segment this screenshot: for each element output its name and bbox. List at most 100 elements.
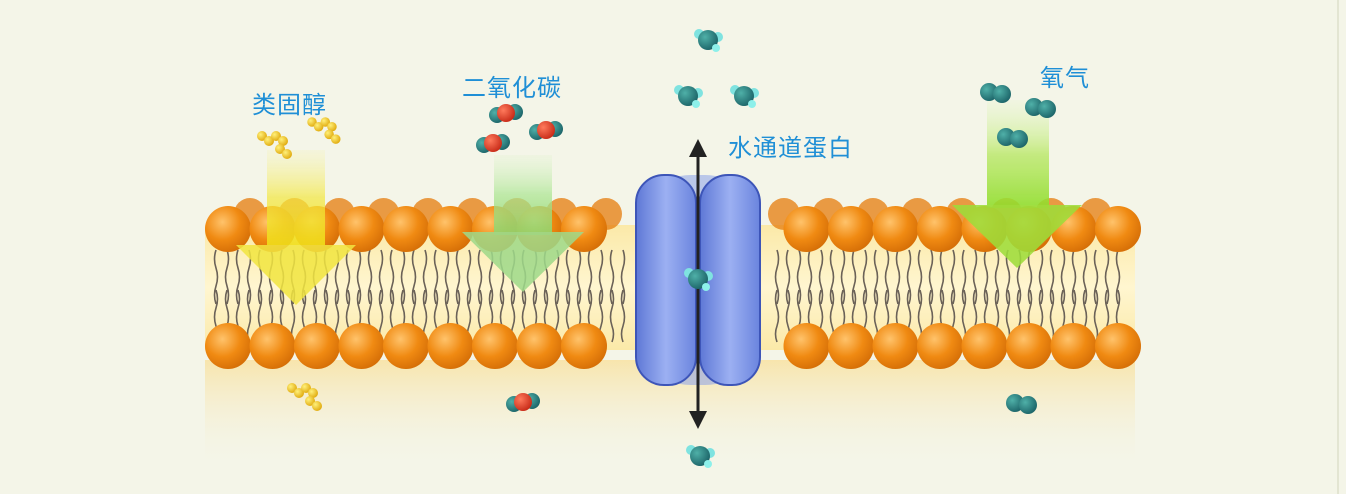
lipid-tail <box>345 249 351 305</box>
lipid-tail <box>400 249 406 305</box>
lipid-head <box>427 323 474 369</box>
lipid-tail <box>818 249 824 305</box>
lipid-tail <box>1115 249 1121 305</box>
oxygen-label: 氧气 <box>1040 64 1090 92</box>
lipid-tail <box>1060 249 1066 305</box>
lipid-head <box>561 323 607 369</box>
lipid-head <box>828 323 874 369</box>
lipid-tail <box>851 249 857 305</box>
lipid-tail <box>378 249 384 305</box>
lipid-tail <box>213 249 219 305</box>
lipid-head <box>472 323 518 369</box>
lipid-tail <box>455 249 461 305</box>
lipid-tail <box>774 249 780 305</box>
lipid-head <box>1095 206 1141 252</box>
co2-molecule-icon <box>506 393 540 412</box>
lipid-tail <box>774 289 780 343</box>
lipid-tail <box>1093 289 1099 343</box>
lipid-tail <box>1082 249 1088 305</box>
oxygen-molecule-icon <box>1006 394 1037 414</box>
lipid-head <box>917 323 963 369</box>
lipid-tail <box>620 249 626 305</box>
lipid-head <box>249 323 296 369</box>
lipid-head <box>383 323 429 369</box>
steroid-molecule-icon <box>257 131 292 159</box>
lipid-tail <box>1005 249 1011 305</box>
lipid-head <box>828 206 874 252</box>
oxygen-diffusion-arrow <box>952 100 1082 268</box>
lipid-tail <box>829 249 835 305</box>
lipid-tail <box>906 249 912 305</box>
lipid-tail <box>587 249 593 305</box>
steroid-label: 类固醇 <box>252 91 327 119</box>
lipid-tail <box>961 249 967 305</box>
lipid-tail <box>576 249 582 305</box>
lipid-head <box>427 206 474 252</box>
lipid-head <box>294 323 340 369</box>
co2-molecule-icon <box>476 134 510 153</box>
lipid-tail <box>433 249 439 305</box>
lipid-tail <box>983 249 989 305</box>
lipid-head <box>338 206 385 252</box>
lipid-tail <box>994 249 1000 305</box>
lipid-head <box>205 206 251 252</box>
lipid-tail <box>785 249 791 305</box>
lipid-tail <box>367 249 373 305</box>
lipid-head <box>383 206 429 252</box>
lipid-tail <box>477 249 483 305</box>
lipid-tail <box>950 249 956 305</box>
lipid-tail <box>598 249 604 305</box>
lipid-head <box>872 323 919 369</box>
lipid-tail <box>422 249 428 305</box>
lipid-head <box>872 206 919 252</box>
lipid-tail <box>356 249 362 305</box>
oxygen-molecule-icon <box>997 128 1028 148</box>
lipid-tail <box>917 249 923 305</box>
lipid-tail <box>444 249 450 305</box>
lipid-tail <box>862 249 868 305</box>
lipid-tail <box>235 249 241 305</box>
co2-diffusion-arrow <box>462 155 584 292</box>
lipid-head <box>1006 323 1052 369</box>
lipid-tail <box>884 249 890 305</box>
lipid-tail <box>411 249 417 305</box>
lipid-tail <box>1027 249 1033 305</box>
lipid-tail <box>928 249 934 305</box>
steroid-molecule-icon <box>287 383 322 411</box>
lipid-tail <box>796 249 802 305</box>
co2-molecule-icon <box>489 104 523 123</box>
oxygen-molecule-icon <box>1025 98 1056 118</box>
lipid-tail <box>1049 289 1055 343</box>
lipid-tail <box>620 289 626 343</box>
lipid-tail <box>1049 249 1055 305</box>
lipid-tail <box>939 249 945 305</box>
aquaporin-label: 水通道蛋白 <box>728 134 853 162</box>
lipid-tail <box>895 249 901 305</box>
water-molecule-icon <box>694 29 723 52</box>
lipid-head <box>783 323 830 369</box>
lipid-heads-inner <box>205 323 1141 369</box>
oxygen-molecule-icon <box>980 83 1011 103</box>
lipid-tail <box>972 249 978 305</box>
lipid-head <box>338 323 385 369</box>
lipid-tail <box>840 249 846 305</box>
lipid-head <box>783 206 830 252</box>
steroid-molecule-icon <box>307 117 341 144</box>
lipid-tail <box>873 249 879 305</box>
water-molecule-icon <box>686 445 715 468</box>
lipid-tail <box>609 289 615 343</box>
lipid-tail <box>1093 249 1099 305</box>
lipid-head <box>205 323 251 369</box>
lipid-tail <box>565 249 571 305</box>
lipid-tail <box>1071 249 1077 305</box>
lipid-tail <box>609 249 615 305</box>
water-molecule-icon <box>684 268 713 291</box>
water-molecule-icon <box>674 85 703 108</box>
lipid-tail <box>554 249 560 305</box>
lipid-tail <box>224 249 230 305</box>
water-molecule-icon <box>730 85 759 108</box>
lipid-tail <box>807 249 813 305</box>
lipid-tail <box>389 249 395 305</box>
lipid-head <box>917 206 963 252</box>
